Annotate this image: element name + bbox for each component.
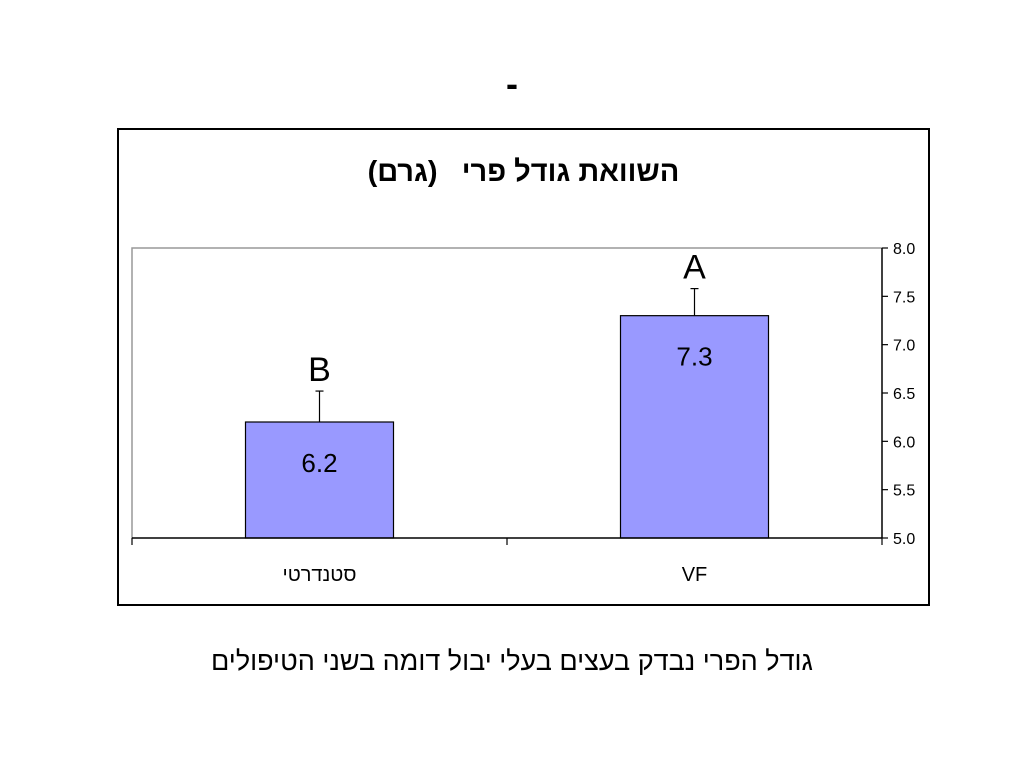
significance-letter-1: B bbox=[308, 351, 331, 389]
value-label-1: 6.2 bbox=[301, 448, 337, 478]
chart-frame: השוואת גודל פרי (גרם) B 6.2 סטנדרטי A 7.3 VF 5… bbox=[117, 128, 930, 606]
y-tick-label: 7.0 bbox=[893, 338, 915, 355]
category-label-2: VF bbox=[682, 564, 708, 586]
bar-2 bbox=[619, 315, 770, 539]
y-tick-label: 5.5 bbox=[893, 483, 915, 500]
category-label-1: סטנדרטי bbox=[283, 564, 357, 586]
y-tick-label: 6.0 bbox=[893, 434, 915, 451]
slide-title: - bbox=[506, 63, 518, 104]
bar-chart: B 6.2 סטנדרטי A 7.3 VF 5.0 5.5 6.0 6.5 7.0 7.5 8.0 bbox=[131, 241, 915, 586]
y-tick-label: 6.5 bbox=[893, 386, 915, 403]
significance-letter-2: A bbox=[683, 249, 706, 287]
y-tick-label: 8.0 bbox=[893, 241, 915, 258]
plot-area-border bbox=[131, 247, 882, 538]
value-label-2: 7.3 bbox=[676, 342, 712, 372]
bar-1 bbox=[244, 421, 395, 539]
chart-title: השוואת גודל פרי (גרם) bbox=[367, 156, 680, 188]
slide-caption: גודל הפרי נבדק בעצים בעלי יבול דומה בשני… bbox=[211, 646, 813, 676]
y-tick-label: 5.0 bbox=[893, 531, 915, 548]
y-tick-label: 7.5 bbox=[893, 289, 915, 306]
